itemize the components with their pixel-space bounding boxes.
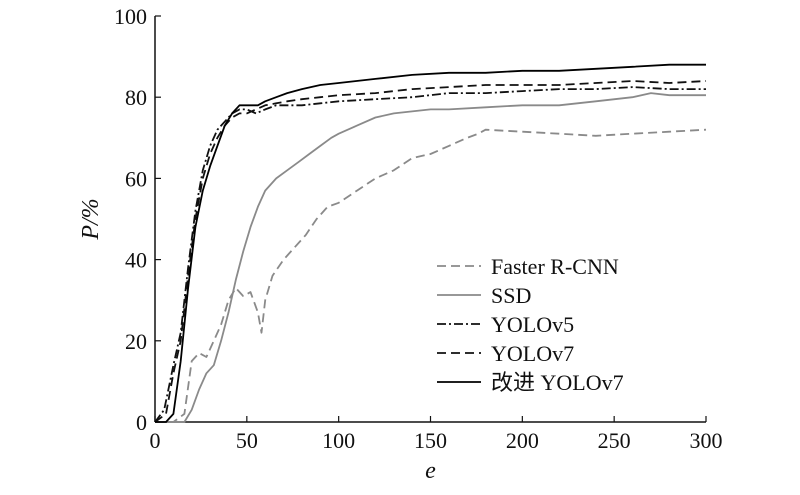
y-tick-label: 0 [136,410,147,435]
x-tick-label: 300 [690,428,723,453]
y-tick-label: 100 [114,4,147,29]
x-tick-label: 50 [236,428,258,453]
x-tick-label: 200 [506,428,539,453]
legend-label-2: YOLOv5 [491,312,574,337]
series-line-4 [155,63,706,423]
y-tick-label: 60 [125,166,147,191]
legend-label-0: Faster R-CNN [491,254,619,279]
y-tick-label: 20 [125,329,147,354]
series-lines [154,63,707,423]
x-axis-title: e [425,458,436,484]
legend-label-1: SSD [491,283,531,308]
series-line-3 [154,80,707,423]
legend: Faster R-CNN SSD YOLOv5 YOLOv7 改进 YOLOv7 [437,254,624,395]
legend-label-3: YOLOv7 [491,341,574,366]
x-tick-label: 150 [414,428,447,453]
series-line-1 [155,92,706,423]
y-tick-label: 40 [125,248,147,273]
y-tick-label: 80 [125,85,147,110]
series-line-2 [154,86,706,423]
x-tick-label: 250 [598,428,631,453]
x-tick-label: 100 [322,428,355,453]
series-line-0 [155,128,707,423]
y-axis-title: P/% [78,198,104,240]
x-tick-label: 0 [150,428,161,453]
axes: 0 50 100 150 200 250 300 0 20 40 60 80 100 [114,4,723,453]
legend-label-4: 改进 YOLOv7 [491,370,624,395]
